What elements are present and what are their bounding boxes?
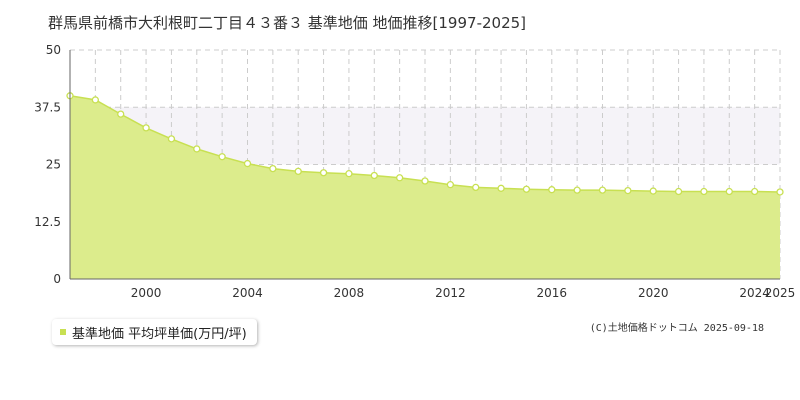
chart-title: 群馬県前橋市大利根町二丁目４３番３ 基準地価 地価推移[1997-2025] bbox=[48, 14, 527, 32]
y-tick-label: 25 bbox=[46, 158, 61, 172]
data-point bbox=[649, 187, 657, 195]
data-point bbox=[395, 174, 404, 182]
data-point bbox=[345, 170, 353, 178]
y-tick-label: 12.5 bbox=[34, 215, 61, 229]
data-point bbox=[446, 181, 455, 189]
data-point bbox=[421, 177, 429, 185]
data-point bbox=[370, 171, 378, 180]
data-point bbox=[522, 185, 531, 193]
data-point bbox=[776, 188, 784, 196]
data-point bbox=[548, 186, 556, 194]
data-point bbox=[598, 186, 607, 194]
data-point bbox=[91, 96, 100, 104]
chart-plot: 0 12.5 25 37.5 50 2000 2004 2008 2012 2016 2020 202… bbox=[34, 43, 796, 300]
x-tick-label: 2000 bbox=[131, 286, 162, 300]
data-point bbox=[243, 159, 252, 168]
x-tick-label: 2016 bbox=[537, 286, 568, 300]
y-tick-label: 37.5 bbox=[34, 100, 61, 114]
data-point bbox=[269, 164, 277, 173]
legend-swatch bbox=[60, 329, 66, 335]
data-point bbox=[624, 186, 632, 195]
data-point bbox=[573, 186, 581, 194]
series-area bbox=[70, 95, 780, 279]
legend-label: 基準地価 平均坪単価(万円/坪) bbox=[72, 326, 247, 342]
data-point bbox=[700, 187, 708, 196]
x-tick-label: 2008 bbox=[334, 286, 365, 300]
x-tick-label: 2024 bbox=[739, 286, 770, 300]
data-point bbox=[142, 124, 150, 132]
x-tick-label: 2012 bbox=[435, 286, 466, 300]
data-point bbox=[319, 169, 328, 177]
data-point bbox=[193, 145, 201, 153]
data-point bbox=[117, 110, 125, 118]
x-tick-label: 2025 bbox=[765, 286, 796, 300]
data-point bbox=[472, 183, 480, 192]
credit-text: (C)土地価格ドットコム 2025-09-18 bbox=[589, 323, 764, 334]
legend: 基準地価 平均坪単価(万円/坪) bbox=[52, 319, 257, 345]
data-point bbox=[167, 135, 176, 143]
y-tick-label: 0 bbox=[53, 272, 61, 286]
data-point bbox=[497, 184, 505, 192]
x-tick-label: 2020 bbox=[638, 286, 669, 300]
data-point bbox=[674, 187, 683, 196]
data-point bbox=[294, 167, 302, 176]
y-tick-label: 50 bbox=[46, 43, 61, 57]
data-point bbox=[750, 187, 759, 196]
data-point bbox=[725, 187, 733, 196]
data-point bbox=[218, 153, 226, 161]
x-tick-label: 2004 bbox=[232, 286, 263, 300]
